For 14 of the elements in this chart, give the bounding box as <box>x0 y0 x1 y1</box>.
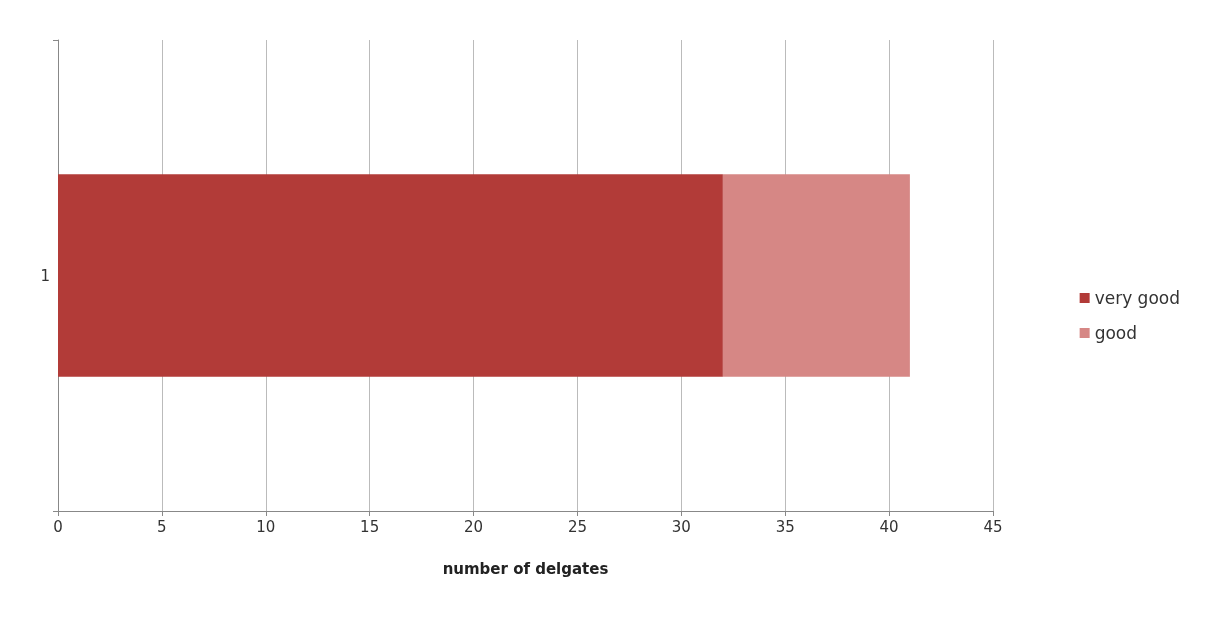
x-tick-label: 40 <box>879 517 899 536</box>
legend-label: good <box>1094 323 1138 343</box>
legend-label: very good <box>1094 288 1180 308</box>
y-tick-label: 1 <box>40 266 50 285</box>
x-tick-label: 30 <box>671 517 691 536</box>
x-tick-label: 20 <box>464 517 484 536</box>
x-tick-label: 0 <box>53 517 63 536</box>
x-tick-label: 45 <box>983 517 1003 536</box>
x-tick-label: 5 <box>157 517 167 536</box>
x-axis-title: number of delgates <box>442 559 609 578</box>
x-tick-label: 10 <box>256 517 276 536</box>
x-tick-label: 15 <box>360 517 380 536</box>
x-tick-label: 35 <box>775 517 795 536</box>
x-tick-label: 25 <box>567 517 587 536</box>
